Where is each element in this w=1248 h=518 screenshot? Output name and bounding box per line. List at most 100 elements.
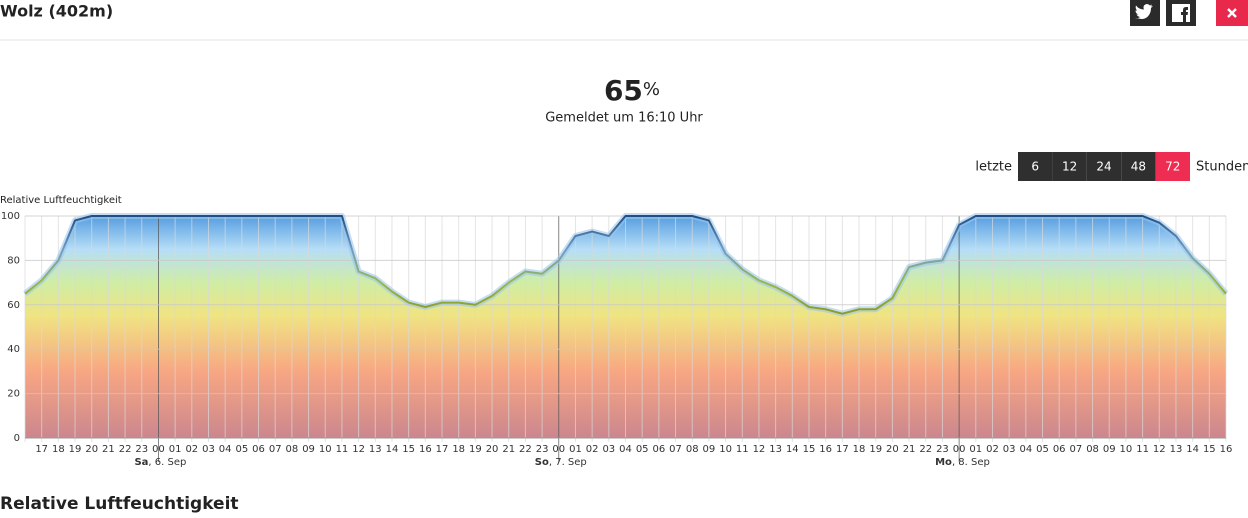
x-tick-label: 21 [502, 444, 515, 455]
range-option[interactable]: 24 [1086, 152, 1122, 181]
x-tick-label: 07 [269, 444, 282, 455]
x-tick-label: 03 [202, 444, 215, 455]
x-tick-label: 19 [69, 444, 82, 455]
x-tick-label: 04 [1019, 444, 1032, 455]
x-tick-label: 11 [1136, 444, 1149, 455]
humidity-line [24, 215, 1227, 315]
range-option-label[interactable]: 12 [1062, 160, 1077, 174]
range-option-label[interactable]: 6 [1031, 160, 1039, 174]
range-option[interactable]: 12 [1052, 152, 1087, 181]
range-selector: 6 12 24 48 72 [1018, 152, 1190, 181]
range-option-label[interactable]: 24 [1096, 160, 1111, 174]
x-tick-label: 06 [252, 444, 265, 455]
range-option-bg[interactable] [1052, 152, 1087, 181]
x-tick-label: 10 [1120, 444, 1133, 455]
x-tick-label: 20 [886, 444, 899, 455]
x-tick-label: 16 [419, 444, 432, 455]
facebook-button[interactable] [1166, 0, 1196, 26]
x-tick-label: 23 [135, 444, 148, 455]
day-date: , 7. Sep [549, 457, 587, 468]
x-tick-label: 19 [869, 444, 882, 455]
x-tick-label: 18 [853, 444, 866, 455]
y-tick-label: 40 [7, 344, 20, 355]
day-label: Sa, 6. Sep [134, 457, 186, 468]
x-tick-label: 09 [302, 444, 315, 455]
x-tick-label: 17 [35, 444, 48, 455]
range-label: letzte [975, 160, 1012, 175]
x-tick-label: 08 [686, 444, 699, 455]
page-title: Wolz (402m) [0, 2, 113, 21]
x-tick-label: 12 [1153, 444, 1166, 455]
close-button[interactable] [1216, 0, 1248, 26]
current-unit: % [643, 79, 660, 100]
y-tick-label: 100 [1, 211, 20, 222]
x-tick-label: 15 [1203, 444, 1216, 455]
x-tick-label: 15 [803, 444, 816, 455]
x-tick-label: 08 [286, 444, 299, 455]
x-tick-label: 16 [819, 444, 832, 455]
x-tick-label: 13 [769, 444, 782, 455]
x-tick-label: 02 [185, 444, 198, 455]
x-tick-label: 06 [1053, 444, 1066, 455]
x-tick-label: 00 [953, 444, 966, 455]
x-tick-label: 22 [519, 444, 532, 455]
section-heading: Relative Luftfeuchtigkeit [0, 494, 239, 514]
twitter-button[interactable] [1130, 0, 1160, 26]
y-tick-label: 20 [7, 389, 20, 400]
range-option[interactable]: 72 [1155, 152, 1190, 181]
range-option-label[interactable]: 72 [1165, 160, 1180, 174]
x-tick-label: 22 [919, 444, 932, 455]
range-option-bg[interactable] [1018, 152, 1053, 181]
x-tick-label: 01 [569, 444, 582, 455]
x-tick-label: 20 [486, 444, 499, 455]
range-option-bg[interactable] [1155, 152, 1190, 181]
x-tick-label: 18 [452, 444, 465, 455]
x-tick-label: 04 [619, 444, 632, 455]
day-name: Sa [134, 457, 148, 468]
x-tick-label: 10 [719, 444, 732, 455]
x-tick-label: 21 [102, 444, 115, 455]
x-tick-label: 07 [669, 444, 682, 455]
x-tick-label: 18 [52, 444, 65, 455]
current-value: 65 [604, 74, 643, 107]
x-tick-label: 08 [1086, 444, 1099, 455]
x-tick-label: 03 [1003, 444, 1016, 455]
chart-y-label: Relative Luftfeuchtigkeit [0, 195, 122, 206]
range-option-bg[interactable] [1086, 152, 1122, 181]
day-label: So, 7. Sep [535, 457, 587, 468]
day-date: , 6. Sep [148, 457, 186, 468]
x-tick-label: 13 [369, 444, 382, 455]
day-name: So [535, 457, 549, 468]
x-tick-label: 06 [652, 444, 665, 455]
x-tick-label: 23 [536, 444, 549, 455]
x-tick-label: 21 [903, 444, 916, 455]
y-tick-label: 60 [7, 300, 20, 311]
x-tick-label: 05 [1036, 444, 1049, 455]
x-tick-label: 07 [1070, 444, 1083, 455]
reported-time: Gemeldet um 16:10 Uhr [545, 111, 703, 126]
x-tick-label: 05 [636, 444, 649, 455]
x-tick-label: 12 [753, 444, 766, 455]
x-tick-label: 02 [986, 444, 999, 455]
x-tick-label: 13 [1170, 444, 1183, 455]
x-tick-label: 19 [469, 444, 482, 455]
x-tick-label: 01 [169, 444, 182, 455]
x-tick-label: 15 [402, 444, 415, 455]
day-label: Mo, 8. Sep [935, 457, 990, 468]
x-tick-label: 16 [1220, 444, 1233, 455]
x-tick-label: 11 [336, 444, 349, 455]
x-tick-label: 09 [1103, 444, 1116, 455]
range-option[interactable]: 6 [1018, 152, 1053, 181]
range-unit: Stunden [1196, 160, 1248, 175]
range-option[interactable]: 48 [1121, 152, 1156, 181]
range-option-bg[interactable] [1121, 152, 1156, 181]
x-tick-label: 14 [786, 444, 799, 455]
x-tick-label: 22 [119, 444, 132, 455]
y-tick-label: 0 [14, 433, 20, 444]
x-tick-label: 01 [969, 444, 982, 455]
x-tick-label: 05 [235, 444, 248, 455]
x-tick-label: 17 [836, 444, 849, 455]
range-option-label[interactable]: 48 [1131, 160, 1146, 174]
x-tick-label: 14 [386, 444, 399, 455]
